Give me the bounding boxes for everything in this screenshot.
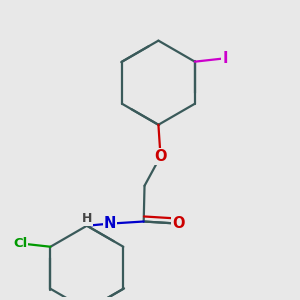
Text: O: O [154,149,167,164]
Text: Cl: Cl [13,237,27,250]
Text: H: H [82,212,92,225]
Text: O: O [172,216,184,231]
Text: I: I [222,51,228,66]
Text: N: N [104,216,116,231]
